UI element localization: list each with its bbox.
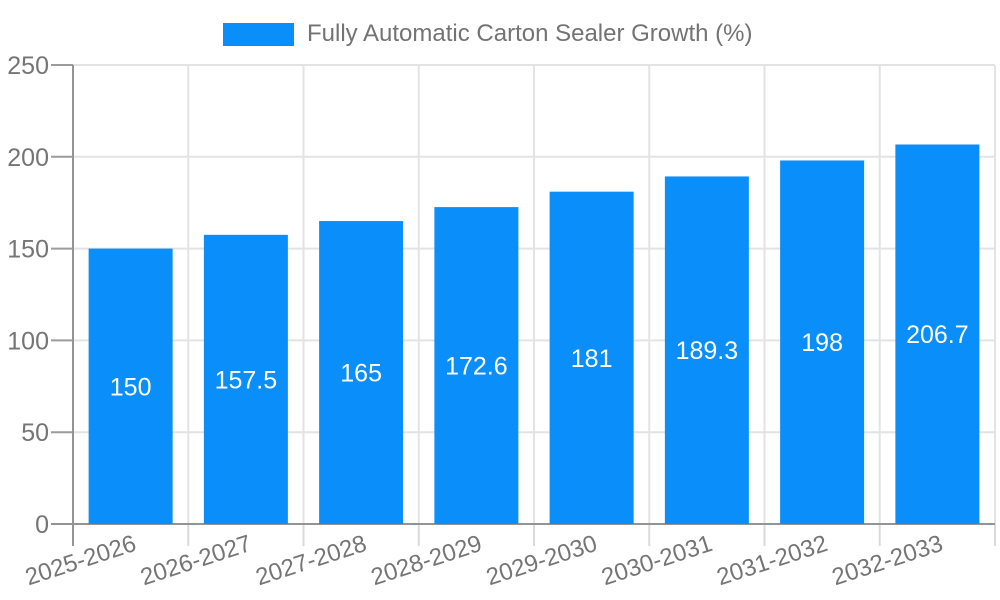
bar-value-labels: 150 157.5 165 172.6 181 189.3 198 206.7 [110,321,969,401]
x-tick-label: 2026-2027 [137,530,255,591]
y-tick-label: 150 [7,236,49,264]
y-tick-label: 250 [7,52,49,80]
bar[interactable] [895,144,980,525]
y-tick-labels: 0 50 100 150 200 250 [7,52,49,539]
y-tick-label: 100 [7,327,49,355]
legend-swatch-icon [223,22,294,46]
x-tick-label: 2032-2033 [829,530,947,591]
bar[interactable] [434,207,519,525]
x-tick-label: 2031-2032 [713,530,831,591]
bar-value-label: 189.3 [676,337,739,365]
bar[interactable] [664,176,749,525]
bars [88,144,980,525]
x-tick-label: 2029-2030 [483,530,601,591]
legend-item[interactable]: Fully Automatic Carton Sealer Growth (%) [223,20,753,48]
x-tick-label: 2027-2028 [252,530,370,591]
bar-value-label: 157.5 [215,366,278,394]
x-tick-label: 2025-2026 [22,530,140,591]
bar-value-label: 198 [801,329,843,357]
bar-value-label: 181 [571,345,613,373]
bar[interactable] [203,234,288,524]
bar-value-label: 206.7 [906,321,969,349]
bar-value-label: 165 [340,360,382,388]
bar[interactable] [549,191,634,524]
bar[interactable] [319,221,404,524]
y-tick-label: 200 [7,144,49,172]
y-tick-label: 0 [35,511,49,539]
bar-value-label: 150 [110,373,152,401]
legend-label: Fully Automatic Carton Sealer Growth (%) [307,20,753,47]
x-tick-labels: 2025-20262026-20272027-20282028-20292029… [22,530,946,591]
bar[interactable] [780,160,865,525]
bar[interactable] [88,248,173,524]
x-tick-label: 2028-2029 [368,530,486,591]
y-tick-label: 50 [21,419,49,447]
bar-value-label: 172.6 [445,353,508,381]
x-tick-label: 2030-2031 [598,530,716,591]
